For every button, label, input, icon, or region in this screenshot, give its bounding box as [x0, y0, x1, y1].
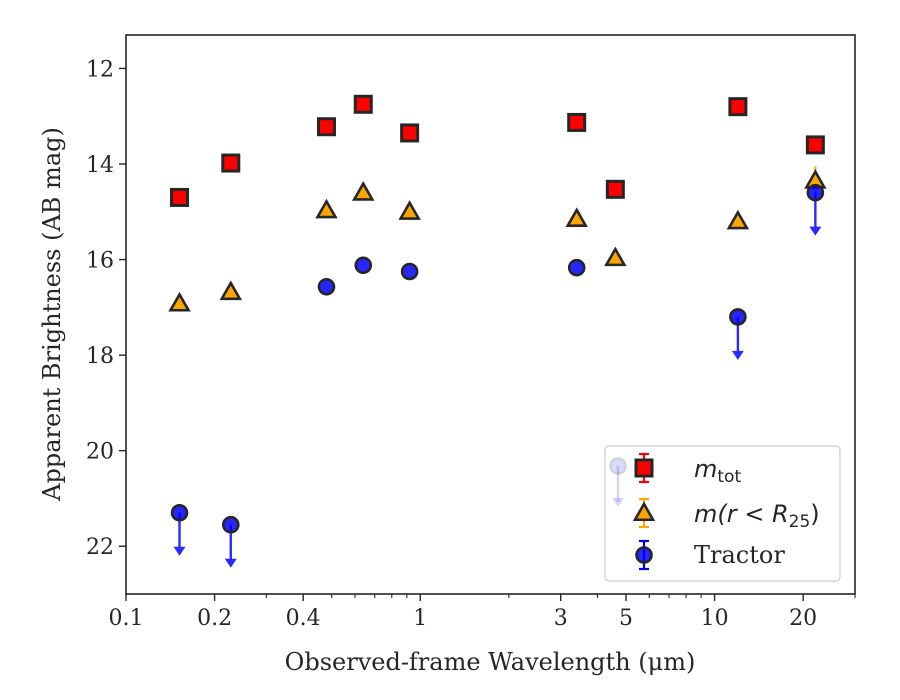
- legend-marker-mr25: [632, 501, 656, 522]
- data-point-tractor: [317, 277, 336, 296]
- x-tick-label: 0.2: [197, 606, 232, 631]
- data-point-tractor: [354, 256, 373, 275]
- x-tick-label: 0.1: [109, 606, 144, 631]
- legend-box: [604, 445, 841, 582]
- x-tick-label: 20: [789, 606, 817, 631]
- data-point-tractor: [170, 503, 189, 522]
- legend-marker-mtot: [634, 458, 654, 478]
- y-tick-label: 14: [86, 153, 114, 178]
- legend-faint-marker: [609, 457, 627, 475]
- upper-limit-arrowhead: [173, 546, 186, 556]
- y-axis-label: Apparent Brightness (AB mag): [38, 127, 66, 502]
- x-axis-label: Observed-frame Wavelength (μm): [285, 648, 696, 676]
- y-tick-label: 12: [86, 57, 114, 82]
- legend-label-tractor: Tractor: [694, 541, 785, 569]
- x-tick-label: 1: [413, 606, 427, 631]
- data-point-mtot: [728, 97, 748, 117]
- data-point-mr25: [168, 291, 191, 312]
- data-point-mr25: [219, 280, 243, 301]
- data-point-mtot: [316, 117, 336, 137]
- chart-marks: [168, 94, 827, 568]
- data-point-mr25: [352, 181, 375, 201]
- legend: mtot m(r < R25) Tractor: [604, 445, 841, 582]
- x-tick-label: 3: [554, 606, 568, 631]
- legend-label-mr25: m(r < R25): [694, 500, 820, 532]
- y-tick-label: 20: [86, 440, 114, 465]
- series-tractor: [170, 183, 825, 568]
- data-point-mr25: [726, 209, 750, 230]
- data-point-tractor: [729, 308, 747, 326]
- y-axis: 12 14 16 18 20 22: [86, 57, 126, 560]
- upper-limit-arrowhead: [731, 350, 744, 360]
- upper-limit-arrowhead: [224, 558, 237, 568]
- data-point-tractor: [400, 262, 419, 281]
- data-point-mtot: [353, 94, 373, 114]
- data-point-mr25: [315, 198, 338, 219]
- x-tick-label: 10: [701, 606, 729, 631]
- data-point-tractor: [221, 515, 240, 534]
- data-point-mtot: [221, 153, 241, 173]
- legend-label-mtot: mtot: [694, 455, 741, 487]
- y-tick-label: 16: [86, 249, 114, 274]
- data-point-mtot: [605, 179, 625, 199]
- data-point-tractor: [567, 258, 586, 277]
- data-point-mr25: [565, 207, 588, 227]
- plot-frame: [125, 34, 856, 595]
- x-tick-label: 0.4: [286, 606, 321, 631]
- data-point-mtot: [400, 123, 420, 143]
- y-tick-label: 22: [86, 535, 114, 560]
- legend-marker-tractor: [635, 546, 653, 564]
- y-tick-label: 18: [86, 344, 114, 369]
- data-point-mr25: [604, 246, 627, 267]
- upper-limit-arrowhead: [612, 498, 624, 507]
- data-point-mtot: [170, 187, 190, 207]
- data-point-mtot: [805, 135, 825, 155]
- x-tick-label: 5: [619, 606, 633, 631]
- data-point-mr25: [398, 200, 421, 220]
- data-point-tractor: [806, 183, 825, 202]
- x-axis: 0.1 0.2 0.4 1 3 5 10 20: [109, 594, 856, 631]
- series-mtot: [170, 94, 825, 207]
- data-point-mtot: [567, 112, 587, 132]
- upper-limit-arrowhead: [809, 226, 822, 236]
